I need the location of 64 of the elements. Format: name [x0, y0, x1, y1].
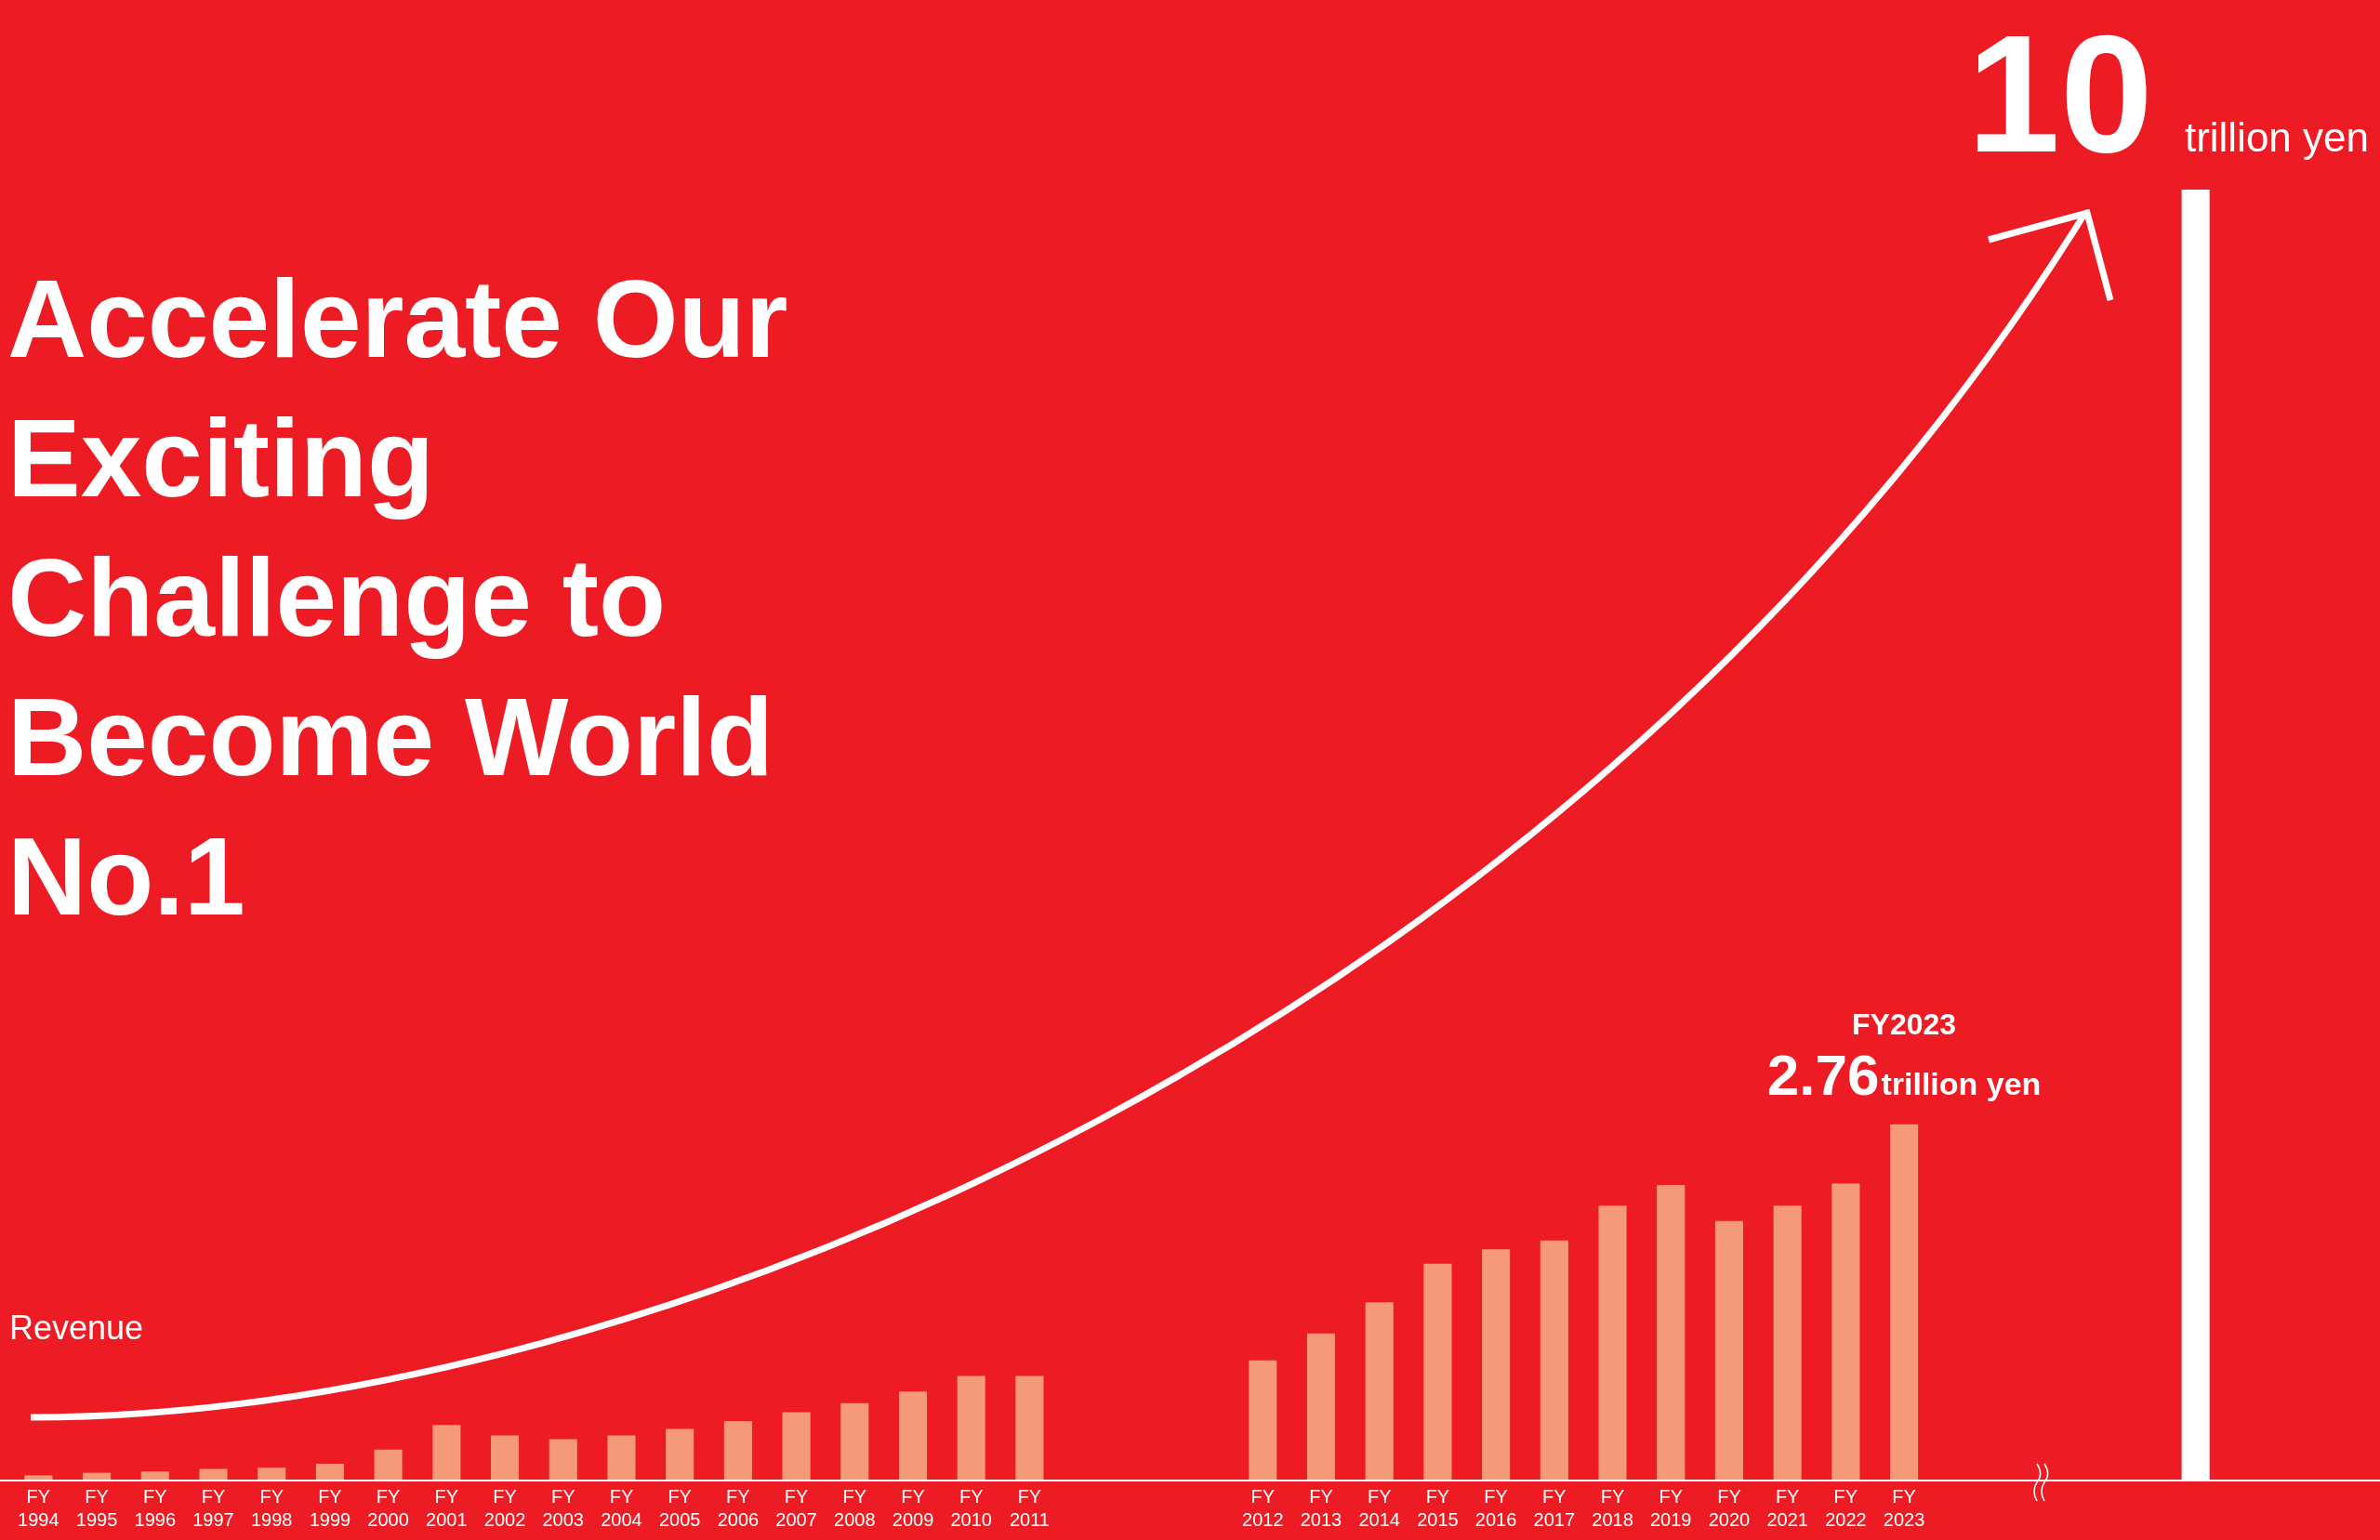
x-tick-label: FY 2001 [426, 1486, 468, 1531]
bar [607, 1435, 636, 1481]
data-label: 2.76trillion yen [1766, 1042, 2042, 1107]
bar [723, 1421, 752, 1481]
x-tick-label: FY 2011 [1009, 1486, 1050, 1531]
bar [1598, 1205, 1627, 1481]
y-axis-title: Revenue [9, 1309, 144, 1348]
bar [549, 1439, 577, 1481]
x-tick-label: FY 2000 [367, 1486, 409, 1531]
x-tick-label: FY 2006 [717, 1486, 760, 1531]
x-tick-label: FY 2014 [1358, 1486, 1400, 1531]
x-tick-label: FY 2021 [1766, 1486, 1808, 1531]
bar [315, 1463, 344, 1481]
bar [1540, 1240, 1568, 1481]
bar [1015, 1375, 1044, 1481]
x-tick-label: FY 1999 [309, 1486, 351, 1531]
x-tick-label: FY 1998 [250, 1486, 293, 1531]
bar [1249, 1360, 1277, 1481]
bar [1423, 1263, 1452, 1481]
bar [374, 1449, 403, 1481]
bar [666, 1428, 694, 1481]
bar [199, 1468, 228, 1481]
x-tick-label: FY 2003 [542, 1486, 584, 1531]
x-tick-label: FY 2004 [601, 1486, 642, 1531]
x-tick-label: FY 2023 [1883, 1486, 1925, 1531]
x-tick-label: FY 2013 [1300, 1486, 1342, 1531]
x-tick-label: FY 2016 [1474, 1486, 1517, 1531]
x-tick-label: FY 2015 [1417, 1486, 1459, 1531]
bar [782, 1412, 811, 1481]
x-tick-label: FY 2008 [834, 1486, 876, 1531]
bar [258, 1468, 286, 1481]
x-tick-label: FY 1994 [18, 1486, 60, 1531]
bar [957, 1375, 985, 1481]
data-label: 10 trillion yen [1966, 0, 2370, 187]
bar [432, 1425, 461, 1481]
x-tick-label: FY 1997 [192, 1486, 234, 1531]
bar [1365, 1302, 1394, 1481]
x-tick-label: FY 2007 [775, 1486, 817, 1531]
bar [1657, 1184, 1686, 1481]
x-tick-label: FY 2012 [1242, 1486, 1284, 1531]
x-tick-label: FY 2010 [950, 1486, 992, 1531]
x-tick-label: FY 2020 [1708, 1486, 1751, 1531]
x-tick-label: FY 2018 [1592, 1486, 1633, 1531]
x-tick-label: FY 2017 [1533, 1486, 1576, 1531]
bar [1306, 1333, 1336, 1481]
bar [898, 1391, 928, 1481]
x-tick-label: FY 1995 [75, 1486, 118, 1531]
bar [140, 1471, 169, 1481]
x-tick-label: FY 2019 [1650, 1486, 1692, 1531]
bar [24, 1475, 53, 1481]
bar [1773, 1205, 1802, 1481]
x-tick-label: FY 2002 [483, 1486, 526, 1531]
x-tick-label: FY 2005 [658, 1486, 701, 1531]
bar [1714, 1220, 1744, 1481]
bar [840, 1402, 869, 1481]
text: Accelerate Our Exciting Challenge to Become World No.1 [7, 257, 789, 940]
bar [1890, 1124, 1919, 1481]
x-tick-label: FY 1996 [134, 1486, 177, 1531]
bar [490, 1435, 520, 1481]
bar [1482, 1249, 1511, 1481]
x-tick-label: FY 2022 [1825, 1486, 1867, 1531]
x-tick-label: FY 2009 [892, 1486, 934, 1531]
bar [1831, 1183, 1860, 1481]
annotation: FY2023 [1852, 1007, 1957, 1041]
